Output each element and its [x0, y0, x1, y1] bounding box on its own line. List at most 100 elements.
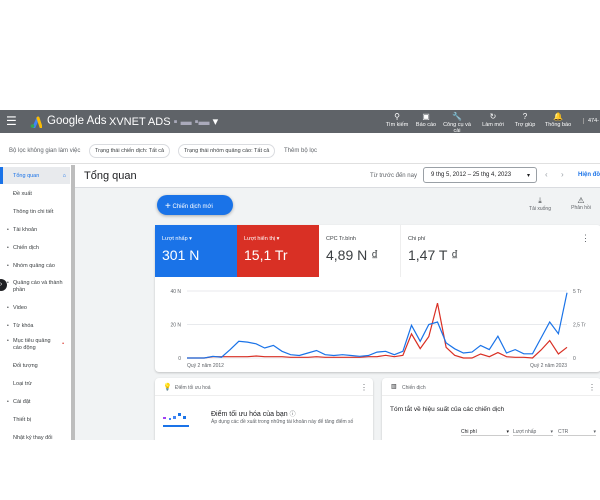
sidebar-item-label: Tài khoản	[13, 227, 38, 233]
sidebar-item-keywords[interactable]: Từ khóa	[0, 323, 70, 329]
metric-label: Chi phí	[408, 236, 426, 242]
sidebar: Tổng quan ⌂ Đề xuất Thông tin chi tiết Tà…	[0, 165, 75, 445]
main-content: Tổng quan Từ trước đến nay 9 thg 5, 2012…	[75, 165, 600, 445]
metric-cost[interactable]: Chi phí 1,47 T ₫	[401, 225, 483, 277]
sidebar-item-recommendations[interactable]: Đề xuất	[0, 191, 70, 197]
sidebar-item-label: Thông tin chi tiết	[13, 209, 54, 215]
metric-value: 1,47 T ₫	[408, 247, 459, 263]
metric-impressions[interactable]: Lượt hiển thị ▾ 15,1 Tr	[237, 225, 319, 277]
adgroup-status-chip[interactable]: Trạng thái nhóm quảng cáo: Tất cả	[178, 144, 276, 158]
performance-chart: 0 0 20 N 2,5 Tr 40 N 5 Tr Quý 2 năm 2012 Quý 2 …	[170, 289, 586, 369]
sidebar-item-label: Từ khóa	[13, 323, 34, 329]
new-campaign-label: Chiến dịch mới	[172, 204, 213, 210]
bar-chart-icon: ▥	[391, 384, 397, 390]
sidebar-item-devices[interactable]: Thiết bị	[0, 417, 70, 423]
help-icon[interactable]: ⓘ	[289, 412, 296, 418]
overview-chart-card: Lượt nhấp ▾ 301 N Lượt hiển thị ▾ 15,1 Tr …	[155, 225, 600, 372]
more-options-icon[interactable]: ⋮	[581, 233, 590, 243]
help-label: Trợ giúp	[514, 122, 536, 128]
sidebar-item-account[interactable]: Tài khoản	[0, 227, 70, 233]
search-label: Tìm kiếm	[385, 122, 409, 128]
page-title: Tổng quan	[84, 170, 137, 182]
download-label: Tải xuống	[529, 206, 551, 212]
sidebar-item-video[interactable]: Video	[0, 305, 70, 311]
optimization-heading: Điểm tối ưu hóa của bạn ⓘ	[211, 409, 296, 418]
sidebar-item-overview[interactable]: Tổng quan ⌂	[0, 167, 70, 184]
reports-button[interactable]: ▣ Báo cáo	[409, 112, 443, 128]
notifications-button[interactable]: 🔔 Thông báo	[541, 112, 575, 128]
y-right-tick-label: 5 Tr	[573, 289, 582, 295]
refresh-button[interactable]: ↻ Làm mới	[476, 112, 510, 128]
plus-icon: +	[165, 201, 171, 212]
sidebar-item-campaigns[interactable]: Chiến dịch	[0, 245, 70, 251]
report-icon: ▣	[422, 112, 430, 121]
more-options-icon[interactable]: ⋮	[360, 383, 368, 392]
metric-select-2[interactable]: Lượt nhấp ▾	[513, 429, 553, 436]
dropdown-arrow-icon: ▾	[526, 173, 530, 179]
next-period-button[interactable]: ›	[561, 170, 564, 179]
new-campaign-button[interactable]: + Chiến dịch mới	[157, 195, 233, 215]
download-icon: ⤓	[538, 196, 542, 205]
metric-clicks[interactable]: Lượt nhấp ▾ 301 N	[155, 225, 237, 277]
metric-value: 4,89 N ₫	[326, 247, 379, 263]
search-button[interactable]: ⚲ Tìm kiếm	[380, 112, 414, 128]
sidebar-item-change-history[interactable]: Nhật ký thay đổi	[0, 435, 70, 441]
sidebar-item-label: Cài đặt	[13, 399, 31, 405]
campaign-status-chip[interactable]: Trạng thái chiến dịch: Tất cả	[89, 144, 171, 158]
optimization-score-card: 💡 Điểm tối ưu hoá ⋮ Điểm tối ưu hóa của …	[155, 378, 373, 445]
sidebar-item-dynamic-ad-targets[interactable]: Mục tiêu quảng cáo động •	[0, 338, 70, 352]
page-bottom	[0, 440, 600, 500]
tools-button[interactable]: 🔧 Công cụ và cài	[440, 112, 474, 134]
series-line-clicks	[187, 292, 568, 359]
lightbulb-icon: 💡	[163, 384, 172, 391]
metric-select-1[interactable]: Chi phí ▾	[461, 429, 509, 436]
feedback-button[interactable]: ⚠ Phản hồi	[569, 196, 593, 211]
sidebar-item-settings[interactable]: Cài đặt	[0, 399, 70, 405]
reports-label: Báo cáo	[415, 122, 437, 128]
add-filter-link[interactable]: Thêm bộ lọc	[284, 148, 318, 154]
metric-label: Lượt nhấp	[162, 236, 188, 242]
wrench-icon: 🔧	[452, 112, 462, 121]
optimization-description: Áp dụng các đề xuất trong những tài khoả…	[211, 419, 354, 425]
refresh-icon: ↻	[489, 112, 497, 121]
sidebar-item-exclusions[interactable]: Loại trừ	[0, 381, 70, 387]
download-button[interactable]: ⤓ Tải xuống	[528, 196, 552, 212]
feedback-icon: ⚠	[577, 196, 585, 205]
notifications-label: Thông báo	[544, 122, 572, 128]
prev-period-button[interactable]: ‹	[545, 170, 548, 179]
metric-label: CPC Tr.bình	[326, 236, 356, 242]
sidebar-item-insights[interactable]: Thông tin chi tiết	[0, 209, 70, 215]
account-selector[interactable]: XVNET ADS ▪ ▬ ▪▬ ▾	[109, 116, 219, 128]
filter-bar: Bộ lọc không gian làm việc Trạng thái ch…	[0, 137, 600, 164]
metric-value: 301 N	[162, 247, 200, 263]
x-tick-label: Quý 2 năm 2023	[530, 363, 567, 369]
collapse-sidebar-button[interactable]: ›	[0, 279, 7, 291]
select-value: Chi phí	[461, 429, 477, 435]
google-ads-logo-icon	[30, 116, 42, 128]
x-tick-label: Quý 2 năm 2012	[187, 363, 224, 369]
sidebar-item-label: Nhóm quảng cáo	[13, 263, 55, 269]
top-bar: ☰ Google Ads XVNET ADS ▪ ▬ ▪▬ ▾ ⚲ Tìm kiế…	[0, 110, 600, 134]
tools-label: Công cụ và cài	[443, 122, 471, 134]
brand-name: Google Ads	[47, 115, 107, 127]
sidebar-item-ads-assets[interactable]: Quảng cáo và thành phần	[0, 280, 70, 294]
card-title: Chiến dịch	[402, 385, 426, 391]
alert-dot-icon: •	[62, 341, 64, 347]
optimization-illustration-icon	[163, 413, 189, 427]
sidebar-item-label: Mục tiêu quảng cáo động	[13, 338, 51, 351]
search-icon: ⚲	[394, 112, 400, 121]
account-id: 474-	[583, 118, 599, 124]
metric-avg-cpc[interactable]: CPC Tr.bình 4,89 N ₫	[319, 225, 401, 277]
account-name: XVNET ADS	[109, 116, 171, 128]
date-range-picker[interactable]: 9 thg 5, 2012 – 25 thg 4, 2023 ▾	[423, 167, 537, 183]
card-title: Điểm tối ưu hoá	[175, 385, 211, 391]
select-value: CTR	[558, 429, 569, 435]
more-options-icon[interactable]: ⋮	[588, 383, 596, 392]
help-button[interactable]: ? Trợ giúp	[508, 112, 542, 128]
show-chart-link[interactable]: Hiện đồ	[578, 172, 600, 178]
sidebar-item-audiences[interactable]: Đối tượng	[0, 363, 70, 369]
metric-select-3[interactable]: CTR ▾	[558, 429, 596, 436]
sidebar-item-adgroups[interactable]: Nhóm quảng cáo	[0, 263, 70, 269]
select-value: Lượt nhấp	[513, 429, 537, 435]
menu-icon[interactable]: ☰	[6, 114, 17, 128]
